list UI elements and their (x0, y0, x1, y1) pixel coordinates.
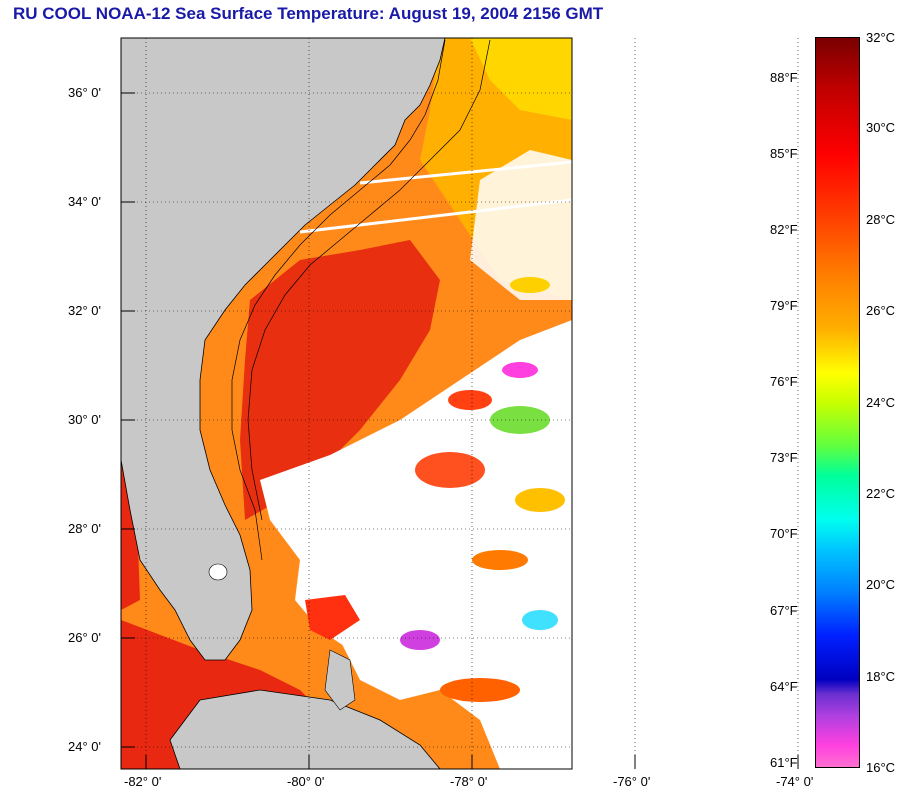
sst-patch (515, 488, 565, 512)
sst-patch (490, 406, 550, 434)
celsius-label: 30°C (866, 120, 896, 136)
swath-line (299, 198, 572, 234)
fahrenheit-label: 85°F (770, 145, 798, 161)
fahrenheit-label: 70°F (770, 526, 798, 542)
fahrenheit-label: 82°F (770, 221, 798, 237)
fahrenheit-label: 88°F (770, 69, 798, 85)
sst-patch (522, 610, 558, 630)
land-us-east-coast (121, 38, 446, 661)
lake-okeechobee (208, 563, 228, 581)
map-title: RU COOL NOAA-12 Sea Surface Temperature:… (13, 4, 604, 23)
land-andros (324, 649, 356, 711)
longitude-label: -74° 0' (776, 774, 814, 789)
celsius-label: 32°C (866, 30, 896, 45)
swath-line (359, 160, 572, 185)
celsius-label: 26°C (866, 303, 896, 319)
sst-patch (502, 362, 538, 378)
fahrenheit-label: 73°F (770, 450, 798, 466)
celsius-label: 20°C (866, 577, 896, 593)
fahrenheit-label: 61°F (770, 754, 798, 770)
graticule (121, 38, 799, 769)
longitude-label: -76° 0' (613, 774, 651, 789)
celsius-label: 18°C (866, 668, 896, 684)
sst-patch (440, 678, 520, 702)
cloud-cover-east (260, 320, 572, 769)
fahrenheit-label: 67°F (770, 602, 798, 618)
latitude-label: 28° 0' (68, 521, 101, 536)
fahrenheit-label: 79°F (770, 298, 798, 314)
sst-patch (448, 390, 492, 410)
cloud-cover-northeast (470, 150, 572, 300)
temperature-colorbar (815, 37, 860, 768)
land-cuba (169, 689, 441, 769)
latitude-label: 24° 0' (68, 739, 101, 754)
celsius-label: 28°C (866, 211, 896, 227)
celsius-label: 22°C (866, 485, 896, 501)
sst-patch (472, 550, 528, 570)
longitude-label: -78° 0' (450, 774, 488, 789)
sst-patch (415, 452, 485, 488)
map-frame (120, 37, 573, 770)
bahamas-warm-water (305, 595, 360, 640)
isobath-contour (247, 39, 491, 521)
celsius-label: 16°C (866, 760, 896, 775)
longitude-label: -80° 0' (287, 774, 325, 789)
cool-water-northeast (470, 38, 572, 120)
sst-patch (510, 277, 550, 293)
latitude-label: 32° 0' (68, 303, 101, 318)
latitude-label: 36° 0' (68, 85, 101, 100)
fahrenheit-label: 64°F (770, 678, 798, 694)
gulf-stream (240, 240, 440, 520)
longitude-label: -82° 0' (124, 774, 162, 789)
latitude-label: 26° 0' (68, 630, 101, 645)
latitude-label: 30° 0' (68, 412, 101, 427)
celsius-label: 24°C (866, 394, 896, 410)
fahrenheit-label: 76°F (770, 374, 798, 390)
latitude-label: 34° 0' (68, 194, 101, 209)
sst-patch (400, 630, 440, 650)
isobath-contour (231, 39, 446, 561)
